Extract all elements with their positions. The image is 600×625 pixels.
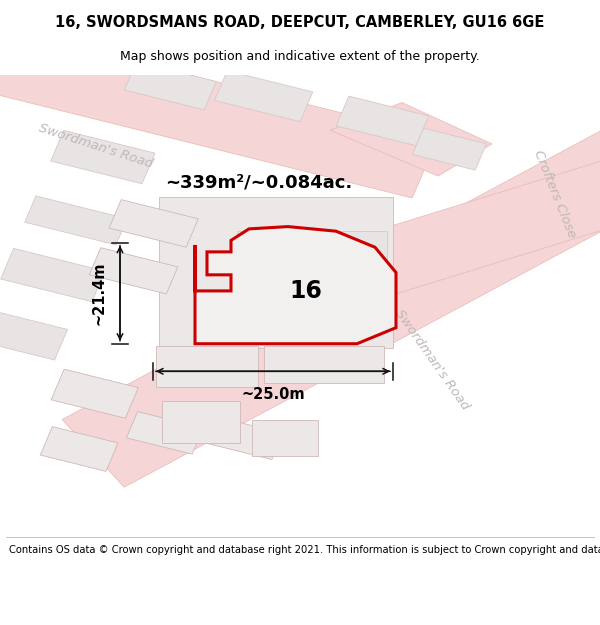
Polygon shape — [364, 122, 600, 294]
Polygon shape — [156, 346, 258, 388]
Polygon shape — [124, 62, 216, 110]
Polygon shape — [215, 71, 313, 122]
Text: 16, SWORDSMANS ROAD, DEEPCUT, CAMBERLEY, GU16 6GE: 16, SWORDSMANS ROAD, DEEPCUT, CAMBERLEY,… — [55, 15, 545, 30]
Polygon shape — [162, 401, 240, 442]
Polygon shape — [40, 427, 118, 471]
Polygon shape — [0, 21, 438, 198]
Polygon shape — [252, 419, 318, 456]
Polygon shape — [0, 309, 68, 360]
Text: ~339m²/~0.084ac.: ~339m²/~0.084ac. — [165, 174, 352, 192]
Polygon shape — [159, 197, 393, 348]
Polygon shape — [109, 199, 198, 248]
Text: Crofters Close: Crofters Close — [532, 149, 578, 240]
Polygon shape — [51, 131, 155, 184]
Polygon shape — [195, 227, 396, 344]
Text: Map shows position and indicative extent of the property.: Map shows position and indicative extent… — [120, 50, 480, 62]
Polygon shape — [412, 128, 487, 170]
Polygon shape — [89, 248, 178, 294]
Polygon shape — [62, 129, 600, 488]
Polygon shape — [237, 231, 387, 319]
Text: Contains OS data © Crown copyright and database right 2021. This information is : Contains OS data © Crown copyright and d… — [9, 545, 600, 555]
Polygon shape — [51, 369, 138, 418]
Text: Swordman's Road: Swordman's Road — [392, 308, 472, 412]
Polygon shape — [25, 196, 127, 245]
Polygon shape — [203, 416, 283, 459]
Polygon shape — [1, 248, 105, 302]
Text: ~25.0m: ~25.0m — [241, 388, 305, 402]
Text: 16: 16 — [290, 279, 322, 303]
Polygon shape — [330, 102, 492, 176]
Polygon shape — [264, 346, 384, 382]
Text: Swordman's Road: Swordman's Road — [37, 122, 155, 171]
Polygon shape — [336, 96, 429, 146]
Polygon shape — [127, 412, 203, 454]
Text: ~21.4m: ~21.4m — [92, 261, 107, 325]
